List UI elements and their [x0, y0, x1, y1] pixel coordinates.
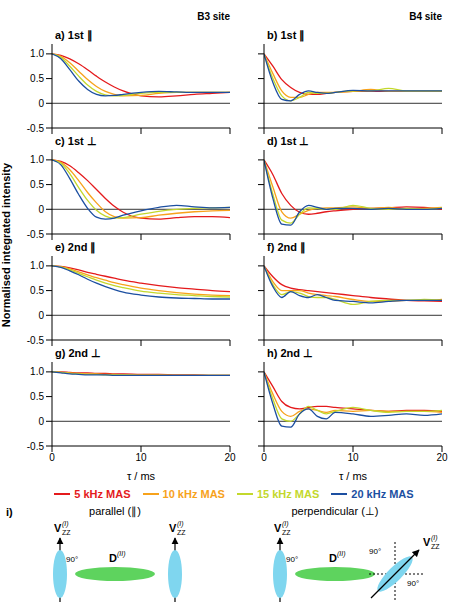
svg-text:Normalised integrated intensit: Normalised integrated intensity [0, 162, 12, 327]
svg-text:1.0: 1.0 [30, 260, 44, 271]
svg-text:V: V [54, 522, 62, 534]
svg-text:1.0: 1.0 [30, 48, 44, 59]
html-text:b) 1st ∥: b) 1st ∥ [267, 29, 306, 41]
svg-text:90°: 90° [407, 579, 419, 588]
svg-text:20: 20 [436, 452, 448, 463]
svg-text:(II): (II) [337, 550, 346, 558]
svg-text:20: 20 [224, 452, 236, 463]
html-text:5 kHz MAS: 5 kHz MAS [74, 488, 131, 500]
svg-text:τ / ms: τ / ms [339, 470, 368, 482]
svg-text:perpendicular (⊥): perpendicular (⊥) [291, 505, 378, 517]
svg-text:0: 0 [38, 204, 44, 215]
html-text:e) 2nd ∥: e) 2nd ∥ [55, 241, 97, 253]
html-text:20 kHz MAS: 20 kHz MAS [351, 488, 414, 500]
svg-text:-0.5: -0.5 [27, 335, 45, 346]
html-text:c) 1st ⊥: c) 1st ⊥ [55, 135, 97, 147]
svg-text:0.5: 0.5 [30, 391, 44, 402]
svg-text:-0.5: -0.5 [27, 441, 45, 452]
svg-text:0.5: 0.5 [30, 285, 44, 296]
svg-text:10: 10 [135, 452, 147, 463]
svg-text:0: 0 [38, 416, 44, 427]
svg-text:90°: 90° [66, 555, 78, 564]
svg-text:V: V [423, 536, 431, 548]
svg-text:0: 0 [49, 452, 55, 463]
svg-text:10: 10 [347, 452, 359, 463]
svg-text:(I): (I) [282, 520, 289, 528]
svg-text:1.0: 1.0 [30, 154, 44, 165]
svg-text:τ / ms: τ / ms [127, 470, 156, 482]
svg-text:V: V [274, 522, 282, 534]
svg-text:(II): (II) [117, 550, 126, 558]
svg-text:(I): (I) [62, 520, 69, 528]
html-text:g) 2nd ⊥: g) 2nd ⊥ [55, 347, 102, 359]
svg-text:ZZ: ZZ [177, 529, 186, 536]
html-text:h) 2nd ⊥: h) 2nd ⊥ [267, 347, 314, 359]
svg-text:0: 0 [38, 310, 44, 321]
svg-text:-0.5: -0.5 [27, 229, 45, 240]
html-text:15 kHz MAS: 15 kHz MAS [256, 488, 320, 500]
html-text:d) 1st ⊥: d) 1st ⊥ [267, 135, 310, 147]
svg-text:(I): (I) [177, 520, 184, 528]
svg-text:-0.5: -0.5 [27, 123, 45, 134]
svg-text:0: 0 [261, 452, 267, 463]
svg-text:90°: 90° [369, 547, 381, 556]
svg-text:D: D [329, 552, 337, 564]
svg-text:(I): (I) [431, 534, 438, 542]
html-text:f) 2nd ∥: f) 2nd ∥ [267, 241, 306, 253]
svg-text:1.0: 1.0 [30, 366, 44, 377]
html-text:10 kHz MAS: 10 kHz MAS [162, 488, 225, 500]
html-text:B4 site: B4 site [409, 11, 442, 22]
svg-text:0: 0 [38, 98, 44, 109]
svg-text:0.5: 0.5 [30, 73, 44, 84]
svg-text:0.5: 0.5 [30, 179, 44, 190]
svg-text:D: D [109, 552, 117, 564]
svg-text:parallel (∥): parallel (∥) [89, 505, 141, 518]
svg-text:ZZ: ZZ [431, 543, 440, 550]
svg-text:V: V [169, 522, 177, 534]
svg-text:ZZ: ZZ [282, 529, 291, 536]
html-text:B3 site: B3 site [197, 11, 230, 22]
svg-text:ZZ: ZZ [62, 529, 71, 536]
svg-text:90°: 90° [286, 555, 298, 564]
svg-text:i): i) [6, 506, 13, 518]
html-text:a) 1st ∥: a) 1st ∥ [55, 29, 93, 41]
